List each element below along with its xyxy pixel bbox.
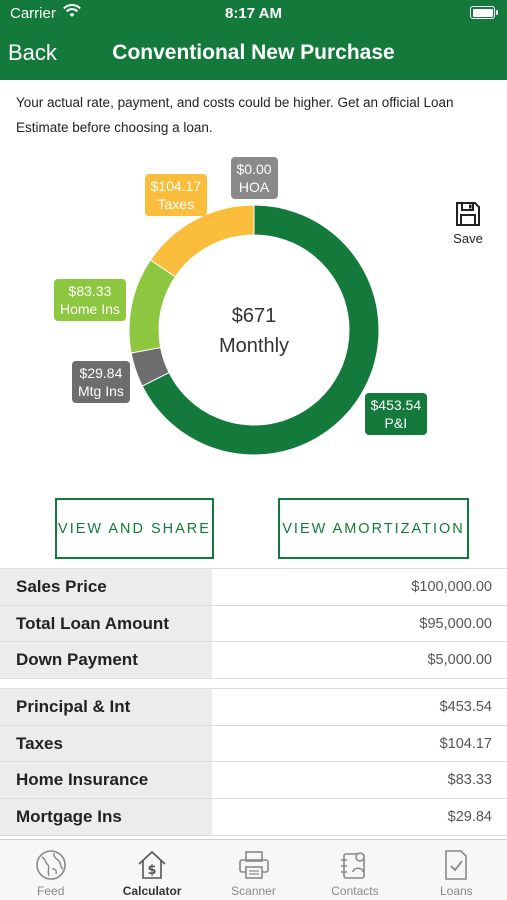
carrier-label: Carrier [10,5,56,22]
disclaimer-text: Your actual rate, payment, and costs cou… [16,95,454,135]
row-value: $104.17 [439,735,492,752]
callout-home-ins: $83.33 Home Ins [54,279,126,321]
donut-center-label: Monthly [219,335,289,357]
printer-icon [238,851,269,879]
tab-label: Calculator [122,884,182,898]
view-and-share-button[interactable]: VIEW AND SHARE [55,498,214,559]
slice-home-ins [128,259,177,354]
slice-value-label: $29.84 [79,365,123,381]
tab-scanner[interactable]: Scanner [203,840,304,900]
row-value: $453.54 [439,698,492,715]
save-label: Save [453,231,483,246]
row-value: $83.33 [447,772,492,789]
table-row: Mortgage Ins $29.84 [0,799,507,836]
globe-icon [35,850,66,880]
table-row: Taxes $104.17 [0,725,507,763]
payment-breakdown-table: Principal & Int $453.54 Taxes $104.17 Ho… [0,688,507,836]
status-bar: Carrier 8:17 AM [0,0,507,28]
callout-hoa: $0.00 HOA [230,157,278,199]
row-label: Principal & Int [0,689,212,725]
slice-name-label: P&I [384,415,408,431]
table-row: Total Loan Amount $95,000.00 [0,605,507,643]
slice-p-and-i [141,204,380,456]
slice-name-label: Taxes [157,196,195,212]
row-label: Home Insurance [0,762,212,799]
tab-contacts[interactable]: Contacts [304,840,405,900]
clock: 8:17 AM [225,5,282,22]
row-label: Down Payment [0,642,212,679]
slice-name-label: Home Ins [60,301,120,317]
table-row: Down Payment $5,000.00 [0,642,507,680]
payment-donut-chart: $671 Monthly $453.54 P&I $29.84 Mtg Ins $83.3… [0,150,507,480]
row-label: Sales Price [0,569,212,605]
tab-label: Contacts [331,884,379,898]
donut-svg: $671 Monthly [128,204,380,456]
tab-feed[interactable]: Feed [0,840,101,900]
row-label: Total Loan Amount [0,605,212,642]
callout-p-and-i: $453.54 P&I [364,393,428,435]
row-value: $100,000.00 [411,578,492,595]
slice-name-label: HOA [238,179,270,195]
battery-icon [470,6,498,19]
tab-calculator[interactable]: $ Calculator [101,840,202,900]
document-check-icon [445,850,468,880]
slice-value-label: $453.54 [370,397,422,413]
navigation-bar: Back Conventional New Purchase [0,28,507,80]
back-button[interactable]: Back [8,40,57,65]
page-title: Conventional New Purchase [112,41,395,64]
callout-taxes: $104.17 Taxes [144,174,208,216]
wifi-icon [63,4,81,22]
row-value: $5,000.00 [427,652,492,669]
contacts-icon [340,852,365,879]
table-row: Principal & Int $453.54 [0,689,507,726]
svg-text:$: $ [148,863,157,878]
table-row: Sales Price $100,000.00 [0,569,507,606]
tab-label: Scanner [231,884,276,898]
row-value: $95,000.00 [419,615,492,632]
slice-name-label: Mtg Ins [78,383,124,399]
loan-summary-table: Sales Price $100,000.00 Total Loan Amoun… [0,568,507,680]
tab-label: Feed [37,884,65,898]
house-dollar-icon: $ [138,850,166,879]
row-label: Taxes [0,725,212,762]
tab-bar: Feed $ Calculator Scanner Contacts [0,839,507,900]
callout-mtg-ins: $29.84 Mtg Ins [72,361,130,403]
save-icon [456,202,480,226]
tab-label: Loans [439,884,473,898]
slice-value-label: $104.17 [150,178,202,194]
slice-taxes [149,204,255,278]
tab-loans[interactable]: Loans [406,840,507,900]
slice-value-label: $83.33 [68,283,112,299]
row-label: Mortgage Ins [0,799,212,835]
row-value: $29.84 [447,808,492,825]
donut-center-value: $671 [232,305,277,327]
save-button[interactable]: Save [445,200,491,246]
view-amortization-button[interactable]: VIEW AMORTIZATION [278,498,469,559]
table-row: Home Insurance $83.33 [0,762,507,800]
slice-value-label: $0.00 [236,161,272,177]
